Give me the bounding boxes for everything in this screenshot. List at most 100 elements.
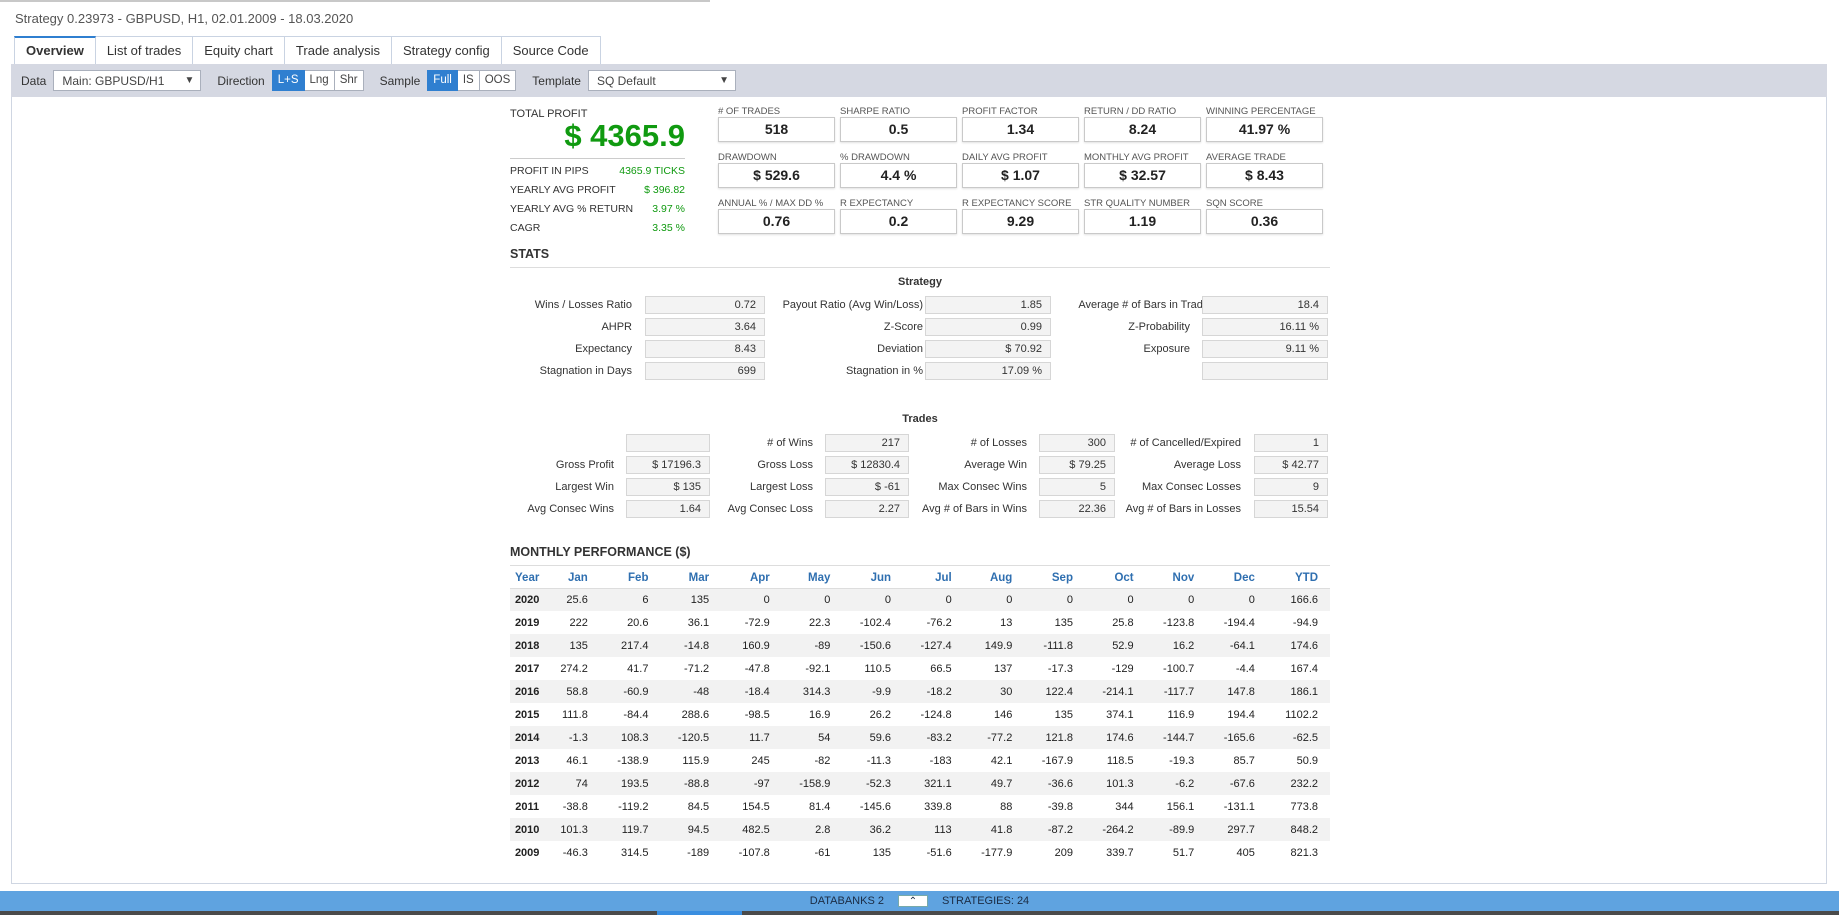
table-cell: 222: [569, 616, 588, 629]
table-cell: 194.4: [1227, 708, 1255, 721]
metric-label: SQN SCORE: [1206, 198, 1264, 209]
metric-value: 0.2: [840, 209, 957, 234]
stat-label: Average Loss: [1173, 459, 1241, 471]
metric-value: $ 32.57: [1084, 163, 1201, 188]
tab-source-code[interactable]: Source Code: [501, 36, 601, 64]
table-cell: 149.9: [963, 634, 1025, 657]
stat-value: 2.27: [825, 500, 909, 518]
table-cell: 0: [721, 588, 782, 611]
year-cell: 2020: [510, 588, 545, 611]
tab-strategy-config[interactable]: Strategy config: [391, 36, 502, 64]
metric-value: 0.36: [1206, 209, 1323, 234]
column-header: Oct: [1084, 568, 1146, 589]
table-cell: 54: [781, 726, 843, 749]
table-cell: 146: [993, 708, 1013, 721]
tab-list-of-trades[interactable]: List of trades: [95, 36, 194, 64]
table-cell: 288.6: [681, 708, 710, 721]
sample-option-oos[interactable]: OOS: [479, 70, 517, 91]
template-label: Template: [532, 73, 581, 88]
table-cell: 160.9: [721, 634, 782, 657]
data-label: Data: [21, 73, 47, 88]
table-row: 2011 -38.8 -119.2 84.5 154.5 81.4 -145.6 339.8 8…: [510, 795, 1330, 818]
column-header: Jul: [903, 568, 964, 589]
table-cell: -17.3: [1047, 662, 1073, 675]
stat-label: Avg # of Bars in Losses: [1125, 503, 1241, 515]
metric-value: 41.97 %: [1206, 117, 1323, 142]
table-cell: -48: [660, 680, 722, 703]
table-cell: -51.6: [926, 846, 952, 859]
data-select[interactable]: Main: GBPUSD/H1 ▼: [53, 70, 202, 91]
table-cell: 59.6: [842, 726, 904, 749]
metric-label: MONTHLY AVG PROFIT: [1084, 152, 1189, 163]
chevron-down-icon: ▼: [719, 75, 729, 86]
toolbar: Data Main: GBPUSD/H1 ▼ Direction L+S Lng…: [11, 64, 1827, 97]
metric-average-trade: AVERAGE TRADE $ 8.43: [1206, 152, 1323, 188]
table-cell: 209: [1054, 846, 1073, 859]
direction-label: Direction: [217, 73, 265, 88]
sample-option-is[interactable]: IS: [457, 70, 480, 91]
stat-value-empty: [1202, 362, 1328, 380]
table-cell: 339.8: [924, 800, 952, 813]
total-profit-label: TOTAL PROFIT: [510, 108, 588, 120]
table-cell: 167.4: [1290, 662, 1318, 675]
table-cell: -119.2: [618, 800, 649, 813]
metric-daily-avg-profit: DAILY AVG PROFIT $ 1.07: [962, 152, 1079, 188]
year-cell: 2018: [510, 634, 545, 657]
tab-overview[interactable]: Overview: [14, 36, 96, 64]
yearly-avg-return-value: 3.97 %: [652, 203, 685, 215]
metric-value: 0.76: [718, 209, 835, 234]
table-cell: -9.9: [842, 680, 904, 703]
stat-label: Deviation: [877, 343, 923, 355]
table-cell: -61: [814, 846, 831, 859]
table-cell: 174.6: [1266, 634, 1330, 657]
stat-value: $ 17196.3: [626, 456, 710, 474]
stat-value: 1.85: [925, 296, 1051, 314]
table-cell: -194.4: [1223, 616, 1255, 629]
table-cell: 16.2: [1145, 634, 1207, 657]
table-cell: -39.8: [1047, 800, 1073, 813]
stat-label: Largest Win: [555, 481, 614, 493]
metric-r-expectancy-score: R EXPECTANCY SCORE 9.29: [962, 198, 1079, 234]
direction-option-shr[interactable]: Shr: [334, 70, 364, 91]
sample-option-full[interactable]: Full: [427, 70, 458, 91]
table-cell: 245: [751, 754, 770, 767]
stat-value: 9: [1254, 478, 1328, 496]
stat-label: Z-Probability: [1128, 321, 1190, 333]
table-cell: 94.5: [660, 818, 722, 841]
table-cell: 74: [544, 772, 600, 795]
table-cell: 113: [903, 818, 964, 841]
metric-annual-max-dd: ANNUAL % / MAX DD % 0.76: [718, 198, 835, 234]
table-cell: -94.9: [1292, 616, 1318, 629]
table-cell: 84.5: [687, 800, 710, 813]
table-cell: 42.1: [990, 754, 1013, 767]
direction-option-ls[interactable]: L+S: [271, 70, 305, 91]
template-select[interactable]: SQ Default ▼: [587, 70, 736, 91]
stat-value: 0.99: [925, 318, 1051, 336]
expand-panel-button[interactable]: ⌃: [897, 895, 928, 907]
table-cell: -98.5: [744, 708, 770, 721]
stat-value: 217: [825, 434, 909, 452]
tab-equity-chart[interactable]: Equity chart: [193, 36, 285, 64]
stat-label: # of Cancelled/Expired: [1130, 437, 1241, 449]
metric-value: 8.24: [1084, 117, 1201, 142]
stat-value: 699: [645, 362, 765, 380]
table-cell: 101.3: [544, 818, 600, 841]
table-cell: 374.1: [1106, 708, 1134, 721]
sample-toggle: Full IS OOS: [427, 70, 517, 91]
direction-option-lng[interactable]: Lng: [304, 70, 335, 91]
metric-label: AVERAGE TRADE: [1206, 152, 1286, 163]
tab-trade-analysis[interactable]: Trade analysis: [284, 36, 392, 64]
column-header: Jun: [842, 568, 904, 589]
table-cell: 118.5: [1106, 754, 1134, 767]
table-cell: 154.5: [742, 800, 770, 813]
metric-str-quality: STR QUALITY NUMBER 1.19: [1084, 198, 1201, 234]
yearly-avg-return-label: YEARLY AVG % RETURN: [510, 203, 634, 215]
table-cell: 135: [872, 846, 892, 859]
table-cell: -89.9: [1145, 818, 1207, 841]
table-cell: 121.8: [1024, 726, 1085, 749]
stat-value: 300: [1039, 434, 1115, 452]
table-cell: -19.3: [1169, 754, 1195, 767]
table-row: 2020 25.6 6 135 0 0 0 0 0 0 0 0 0 166.6: [510, 588, 1330, 611]
table-cell: -18.2: [903, 680, 964, 703]
table-cell: 314.5: [620, 846, 649, 859]
